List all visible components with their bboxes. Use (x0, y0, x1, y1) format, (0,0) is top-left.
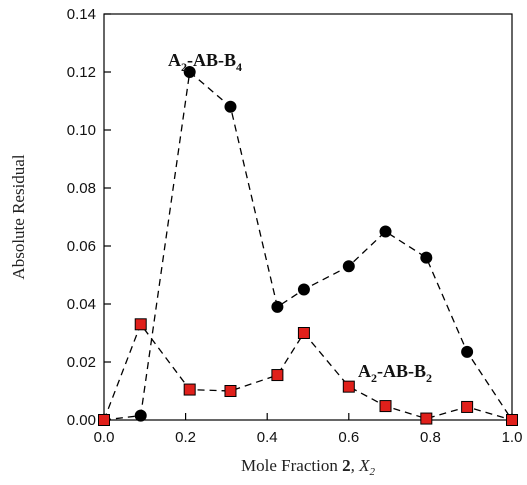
series-label-a2-ab-b4-p0: A (168, 50, 181, 70)
y-axis-title: Absolute Residual (9, 154, 28, 279)
x-tick-label: 0.6 (338, 429, 359, 446)
x-tick-label: 0.4 (257, 429, 278, 446)
data-point-circle (297, 283, 310, 296)
y-tick-label: 0.08 (67, 180, 96, 197)
x-tick-label: 0.2 (175, 429, 196, 446)
series-label-a2-ab-b2-p2: -AB-B (377, 361, 426, 381)
y-axis-ticks: 0.00 0.02 0.04 0.06 0.08 0.10 0.12 0.14 (67, 6, 111, 429)
data-point-circle (183, 66, 196, 78)
series-label-a2-ab-b2-p1: 2 (371, 371, 377, 385)
data-point-square (183, 383, 196, 396)
data-point-square (271, 369, 284, 382)
series-label-a2-ab-b4-p2: -AB-B (187, 50, 236, 70)
x-axis-title-text: Mole Fraction (241, 456, 342, 475)
x-tick-label: 0.8 (420, 429, 441, 446)
y-tick-label: 0.06 (67, 238, 96, 255)
x-axis-title-var: , X (351, 456, 371, 475)
series-label-a2-ab-b2-p0: A (358, 361, 371, 381)
data-point-square (506, 414, 518, 426)
y-tick-label: 0.02 (67, 354, 96, 371)
series-label-a2-ab-b4-p3: 4 (236, 60, 242, 74)
data-point-square (420, 412, 433, 425)
x-axis-title-sub: 2 (369, 466, 375, 478)
x-axis-title: Mole Fraction 2, X2 (241, 456, 375, 478)
series-layer (98, 66, 518, 426)
series-label-a2-ab-b2-p3: 2 (426, 371, 432, 385)
series-label-a2-ab-b4-p1: 2 (181, 60, 187, 74)
data-point-square (134, 318, 147, 331)
data-point-square (297, 327, 310, 339)
y-tick-label: 0.10 (67, 122, 96, 139)
series-line (103, 70, 513, 421)
y-tick-label: 0.14 (67, 6, 96, 23)
data-point-square (379, 400, 392, 413)
y-tick-label: 0.00 (67, 412, 96, 429)
y-tick-label: 0.12 (67, 64, 96, 81)
plot-frame (103, 13, 513, 421)
data-point-square (461, 400, 474, 413)
data-point-square (224, 385, 237, 397)
x-axis-ticks: 0.0 0.2 0.4 0.6 0.8 1.0 (94, 413, 523, 446)
data-point-circle (379, 225, 392, 238)
data-point-circle (134, 409, 147, 422)
series-label-a2-ab-b4: A2-AB-B4 (168, 50, 242, 74)
series-label-a2-ab-b2: A2-AB-B2 (358, 361, 432, 385)
x-tick-label: 1.0 (502, 429, 523, 446)
data-point-circle (224, 100, 237, 113)
data-point-circle (461, 345, 474, 358)
data-point-square (342, 380, 355, 393)
data-point-square (98, 414, 110, 426)
data-point-circle (342, 260, 355, 273)
x-axis-title-bold: 2 (342, 456, 351, 475)
data-point-circle (420, 251, 433, 264)
data-point-circle (271, 300, 284, 313)
y-tick-label: 0.04 (67, 296, 96, 313)
x-tick-label: 0.0 (94, 429, 115, 446)
